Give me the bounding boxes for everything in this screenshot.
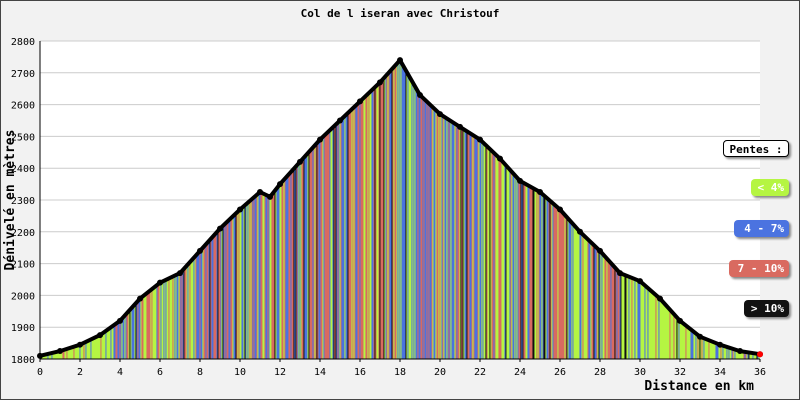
profile-point	[377, 79, 383, 86]
profile-point	[497, 155, 503, 162]
x-tick-label: 20	[434, 367, 446, 378]
y-tick-label: 2100	[11, 260, 35, 271]
profile-line	[39, 58, 761, 358]
x-tick-label: 10	[234, 367, 246, 378]
profile-point	[297, 158, 303, 165]
y-tick-label: 2300	[11, 196, 35, 207]
x-tick-label: 2	[77, 367, 83, 378]
legend-entry-lt4: < 4%	[751, 179, 789, 196]
x-tick-label: 6	[157, 367, 163, 378]
y-tick-label: 1900	[11, 323, 35, 334]
x-tick-label: 24	[514, 367, 526, 378]
y-tick-label: 2800	[11, 37, 35, 48]
x-tick-label: 14	[314, 367, 326, 378]
profile-point	[457, 123, 463, 130]
legend-title: Pentes :	[723, 140, 789, 157]
profile-point	[557, 206, 563, 213]
chart-title: Col de l iseran avec Christouf	[301, 7, 500, 20]
legend-entry-4-7: 4 - 7%	[734, 220, 789, 237]
profile-point	[477, 136, 483, 143]
x-tick-label: 18	[394, 367, 406, 378]
profile-point	[157, 279, 163, 286]
profile-point	[537, 189, 543, 196]
profile-point	[617, 270, 623, 277]
x-tick-label: 8	[197, 367, 203, 378]
profile-point	[177, 270, 183, 277]
profile-point	[437, 111, 443, 118]
x-tick-label: 34	[714, 367, 726, 378]
y-tick-label: 2400	[11, 164, 35, 175]
x-tick-label: 26	[554, 367, 566, 378]
profile-point	[517, 177, 523, 184]
profile-point	[677, 317, 683, 324]
profile-point	[117, 317, 123, 324]
x-axis-label: Distance en km	[644, 379, 754, 394]
profile-point	[267, 193, 273, 200]
x-tick-label: 0	[37, 367, 43, 378]
profile-point	[597, 247, 603, 254]
x-tick-label: 32	[674, 367, 686, 378]
profile-point	[57, 348, 63, 355]
x-tick-label: 30	[634, 367, 646, 378]
profile-point	[77, 341, 83, 348]
profile-point	[257, 189, 263, 196]
profile-point	[577, 228, 583, 235]
profile-point	[417, 92, 423, 99]
profile-point	[217, 225, 223, 232]
profile-point	[137, 295, 143, 302]
y-tick-label: 2500	[11, 132, 35, 143]
profile-point	[397, 57, 403, 64]
profile-point	[697, 333, 703, 340]
legend-entry-7-10: 7 - 10%	[729, 260, 789, 277]
x-tick-label: 16	[354, 367, 366, 378]
profile-point	[717, 341, 723, 348]
x-tick-label: 28	[594, 367, 606, 378]
profile-point	[657, 295, 663, 302]
y-tick-label: 2700	[11, 69, 35, 80]
x-tick-label: 22	[474, 367, 486, 378]
end-point	[757, 351, 763, 358]
y-tick-label: 2600	[11, 101, 35, 112]
profile-point	[97, 332, 103, 339]
y-tick-label: 2000	[11, 291, 35, 302]
y-tick-label: 2200	[11, 228, 35, 239]
profile-point	[277, 181, 283, 188]
profile-point	[357, 98, 363, 105]
x-tick-label: 4	[117, 367, 123, 378]
profile-point	[737, 348, 743, 355]
profile-point	[237, 206, 243, 213]
y-axis-label: Dénivelé en mètres	[3, 130, 18, 271]
profile-point	[337, 117, 343, 124]
x-tick-label: 12	[274, 367, 286, 378]
profile-point	[637, 278, 643, 285]
profile-point	[197, 247, 203, 254]
y-tick-label: 1800	[11, 355, 35, 366]
profile-point	[317, 136, 323, 143]
x-tick-label: 36	[754, 367, 766, 378]
legend-entry-gt10: > 10%	[744, 300, 789, 317]
